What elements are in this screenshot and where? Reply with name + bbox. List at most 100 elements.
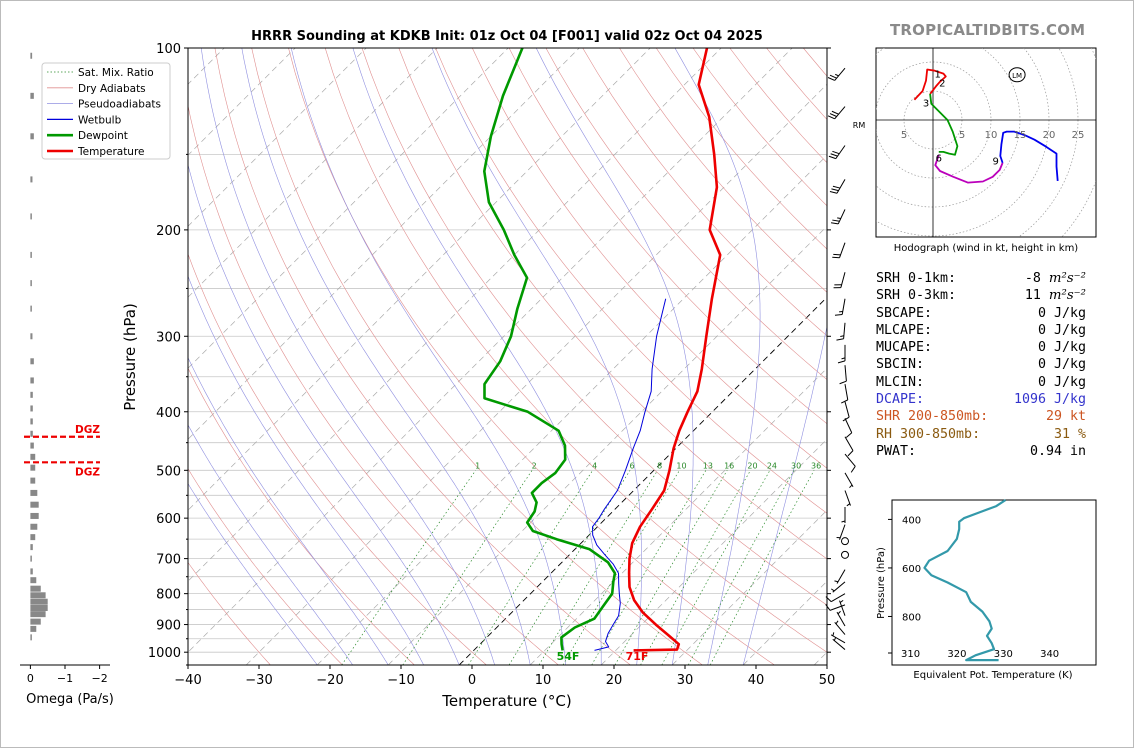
theta-e-frame	[891, 499, 1097, 666]
dry-adiabat	[324, 48, 827, 653]
mixing-ratio-line	[508, 470, 631, 665]
omega-bar	[30, 618, 41, 625]
wind-barb	[844, 436, 854, 457]
left-mover-marker	[1008, 67, 1026, 83]
omega-bar	[30, 555, 32, 562]
mixing-ratio-label: 1	[475, 461, 480, 470]
hodograph-ring-label: 25	[1072, 130, 1085, 141]
y-tick-label: 300	[156, 330, 181, 345]
parameter-label: SHR 200-850mb:	[876, 409, 989, 425]
omega-bar	[30, 598, 48, 605]
mixing-ratio-line	[640, 470, 751, 665]
dry-adiabat	[188, 104, 559, 665]
x-tick-label: 0	[468, 673, 476, 688]
parameter-value: 0 J/kg	[1037, 322, 1086, 338]
parameter-label: SRH 0-1km:	[876, 271, 957, 286]
mixing-ratio-line	[468, 470, 593, 665]
isotherm	[671, 509, 827, 665]
dry-adiabat	[398, 48, 827, 560]
omega-bar	[30, 92, 34, 99]
wind-barb	[832, 242, 846, 259]
omega-bar	[30, 477, 36, 484]
pseudoadiabat	[188, 483, 318, 665]
y-tick-label: 100	[156, 42, 181, 57]
omega-bar	[30, 176, 33, 183]
parameter-value: 11 m²s⁻²	[1024, 288, 1086, 304]
isotherm	[600, 438, 827, 665]
theta-e-xlabel: Equivalent Pot. Temperature (K)	[913, 670, 1072, 681]
dgz-lines: DGZ DGZ	[24, 424, 100, 478]
parameter-label: DCAPE:	[876, 392, 925, 408]
pseudoadiabat	[742, 324, 827, 665]
wind-barb	[827, 106, 846, 120]
y-tick-label: 900	[156, 619, 181, 634]
parameter-label: SBCIN:	[876, 357, 925, 373]
wind-barb	[844, 490, 851, 507]
hodograph-height-label: 6	[936, 154, 942, 165]
theta-e-panel: 310 320 330 340 400 600 800	[888, 499, 1059, 662]
pseudoadiabat	[431, 48, 642, 665]
parameter-label: PWAT:	[876, 443, 917, 459]
dry-adiabat	[288, 48, 775, 665]
y-tick-label: 600	[156, 512, 181, 527]
pseudoadiabat	[352, 48, 602, 665]
mixing-ratio-label: 36	[811, 461, 821, 470]
parameter-label: RH 300-850mb:	[876, 426, 981, 442]
x-axis-label: Temperature (°C)	[441, 692, 571, 710]
wind-barb	[836, 524, 846, 540]
y-axis-label: Pressure (hPa)	[121, 303, 139, 411]
hodograph-caption: Hodograph (wind in kt, height in km)	[894, 243, 1079, 254]
freezing-isotherm	[458, 296, 827, 665]
parameter-value: 0 J/kg	[1037, 340, 1086, 356]
isotherm	[316, 154, 827, 665]
parameter-value: 0 J/kg	[1037, 374, 1086, 390]
dry-adiabat	[251, 48, 703, 665]
parameter-row: PWAT: 0.94 in	[876, 443, 1096, 460]
wind-barb	[830, 581, 846, 593]
omega-bar	[30, 611, 46, 618]
mixing-ratio-label: 2	[532, 461, 537, 470]
pseudoadiabat	[188, 357, 389, 665]
theta-e-ylabel: Pressure (hPa)	[876, 547, 887, 619]
theta-e-y-tick-label: 600	[902, 564, 921, 575]
omega-bar	[30, 430, 33, 437]
pseudoadiabat	[188, 275, 424, 665]
pseudoadiabat	[188, 163, 460, 665]
skewt-ticks: −40 −30 −20 −10 0 10 20 30 40 50 1000 900 800 700 600 5…	[148, 42, 835, 688]
dry-adiabat	[188, 367, 415, 665]
parameter-label: MLCIN:	[876, 374, 925, 390]
omega-tick-label: −2	[92, 672, 108, 685]
dry-adiabat	[582, 48, 827, 337]
parameter-row: MUCAPE: 0 J/kg	[876, 339, 1096, 356]
pseudoadiabat	[290, 48, 566, 665]
legend-entry: Sat. Mix. Ratio	[78, 67, 154, 79]
omega-bar	[30, 213, 32, 220]
mixing-ratio-label: 8	[657, 461, 662, 470]
hodograph-segment	[934, 154, 1004, 184]
brand-watermark: TROPICALTIDBITS.COM	[890, 21, 1086, 39]
legend-entry: Pseudoadiabats	[78, 99, 161, 111]
omega-bar	[30, 358, 34, 365]
hodograph-height-label: 2	[939, 78, 945, 89]
skewt-axes-frame	[187, 47, 828, 666]
x-tick-label: 20	[606, 673, 623, 688]
x-tick-label: −30	[245, 673, 272, 688]
dgz-lower-label: DGZ	[75, 466, 100, 478]
omega-bar	[30, 133, 34, 140]
parameter-value: 1096 J/kg	[1013, 392, 1086, 408]
omega-bar	[30, 523, 38, 530]
mixing-ratio-label: 30	[791, 461, 801, 470]
theta-e-x-tick-label: 320	[947, 649, 966, 660]
pseudoadiabat	[200, 48, 495, 665]
hodograph-ring-label: 20	[1043, 130, 1056, 141]
parameter-value: 0 J/kg	[1037, 357, 1086, 373]
wind-barb	[829, 179, 846, 194]
mixing-ratio-label: 6	[630, 461, 635, 470]
wind-barb	[839, 365, 847, 385]
omega-bar	[30, 52, 33, 59]
omega-bar	[30, 512, 39, 519]
hodograph-height-label: 3	[923, 99, 929, 110]
mixing-ratio-label: 16	[724, 461, 734, 470]
hodograph-height-label: 9	[992, 157, 998, 168]
